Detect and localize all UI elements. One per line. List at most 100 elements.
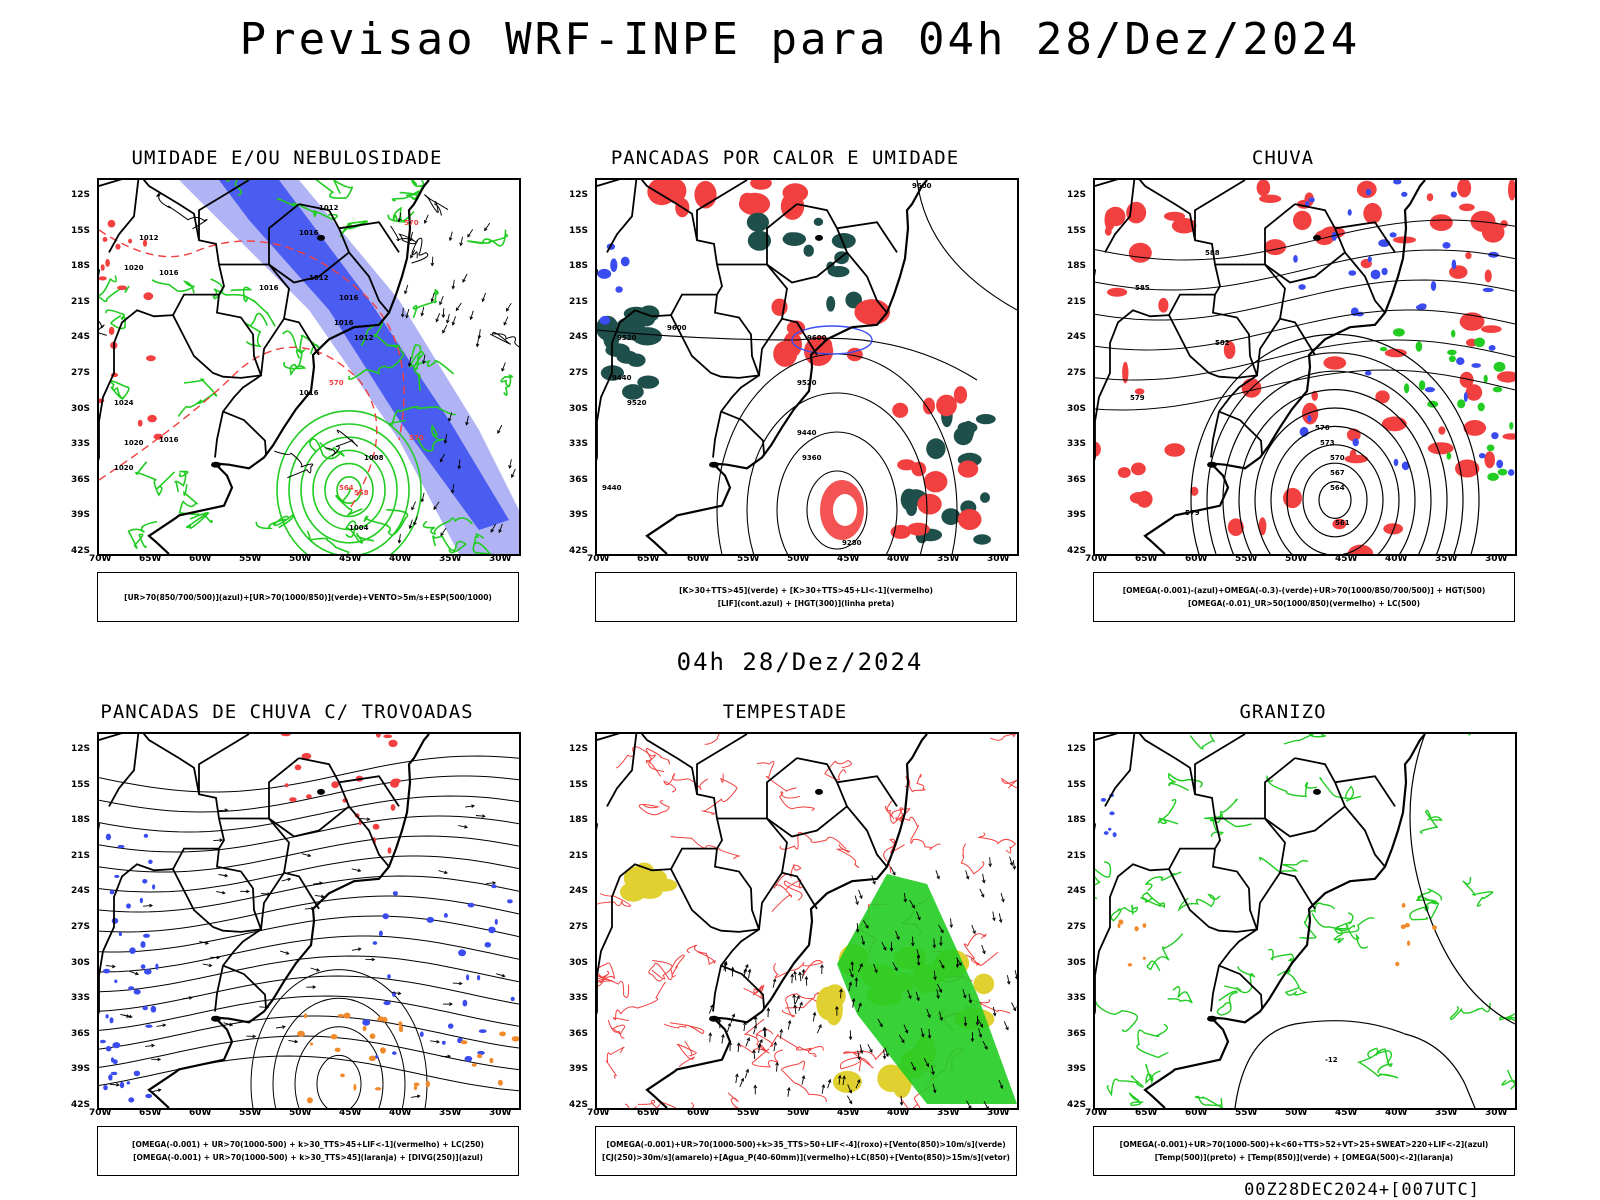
shaded-area bbox=[1442, 242, 1451, 249]
wind-vector-head bbox=[246, 889, 250, 894]
wind-vector bbox=[409, 231, 414, 241]
longitude-tick: 55W bbox=[239, 1108, 262, 1118]
contour-line bbox=[779, 791, 815, 811]
country-border bbox=[1095, 734, 1221, 850]
wind-vector bbox=[430, 1040, 440, 1043]
shaded-area bbox=[926, 438, 946, 460]
shaded-area bbox=[109, 1017, 114, 1024]
wind-vector bbox=[444, 434, 448, 444]
shaded-area bbox=[1323, 356, 1347, 370]
contour-label: 585 bbox=[1135, 284, 1150, 292]
temperature-line bbox=[1234, 1020, 1476, 1108]
wind-vector bbox=[979, 888, 985, 898]
contour-line bbox=[294, 1026, 384, 1108]
wind-vector-head bbox=[916, 997, 920, 1002]
wind-vector bbox=[511, 468, 516, 478]
shaded-area bbox=[99, 276, 107, 281]
wind-vector-head bbox=[450, 489, 455, 494]
wind-vector bbox=[448, 412, 453, 422]
contour-label: 1016 bbox=[339, 294, 359, 302]
longitude-tick: 70W bbox=[587, 1108, 610, 1118]
shaded-area bbox=[1393, 328, 1405, 337]
wind-vector-head bbox=[508, 465, 512, 470]
longitude-tick: 30W bbox=[987, 1108, 1010, 1118]
latitude-tick: 30S bbox=[71, 403, 91, 414]
wind-vector-head bbox=[420, 498, 425, 503]
wind-vector bbox=[313, 882, 323, 885]
wind-vector-head bbox=[904, 1029, 909, 1034]
wind-vector bbox=[935, 870, 940, 879]
contour-line bbox=[1167, 772, 1203, 792]
wind-vector bbox=[145, 1044, 155, 1047]
shaded-area bbox=[1482, 287, 1494, 293]
wind-vector-head bbox=[981, 879, 986, 884]
contour-line bbox=[664, 1022, 705, 1035]
wind-vector bbox=[857, 1050, 860, 1060]
wind-vector bbox=[938, 924, 944, 933]
shaded-area bbox=[1109, 811, 1115, 816]
shaded-area bbox=[102, 968, 111, 974]
contour-line bbox=[255, 513, 295, 530]
country-border bbox=[348, 251, 390, 314]
shaded-area bbox=[1103, 831, 1109, 835]
wind-vector bbox=[856, 922, 859, 933]
contour-line bbox=[751, 1043, 784, 1068]
wind-vector bbox=[802, 969, 805, 979]
shaded-area bbox=[1407, 940, 1411, 946]
latitude-tick: 30S bbox=[1067, 957, 1087, 968]
wind-vector-head bbox=[458, 981, 463, 986]
wind-vector-head bbox=[397, 991, 402, 996]
latitude-tick: 30S bbox=[1067, 403, 1087, 414]
latitude-tick: 39S bbox=[1067, 1064, 1087, 1075]
shaded-area bbox=[466, 974, 470, 981]
contour-line bbox=[288, 423, 410, 554]
shaded-area bbox=[1347, 209, 1352, 216]
wind-vector bbox=[458, 825, 468, 828]
shaded-area bbox=[1451, 259, 1457, 270]
shaded-area bbox=[1348, 270, 1357, 276]
contour-line bbox=[781, 987, 830, 1018]
shaded-area bbox=[962, 420, 975, 441]
shaded-area bbox=[773, 340, 798, 367]
shaded-area bbox=[1126, 201, 1147, 224]
wind-vector bbox=[753, 1050, 756, 1060]
longitude-tick: 30W bbox=[489, 554, 512, 564]
wind-vector bbox=[903, 892, 907, 902]
city-mark bbox=[211, 461, 221, 468]
wind-vector bbox=[801, 1075, 805, 1085]
shaded-area bbox=[1302, 402, 1319, 425]
shaded-area bbox=[1484, 269, 1492, 283]
wind-vector-head bbox=[1006, 980, 1011, 985]
longitude-tick: 70W bbox=[587, 554, 610, 564]
legend-line: [Temp(500)](preto) + [Temp(850)](verde) … bbox=[1154, 1153, 1454, 1162]
wind-vector-head bbox=[772, 978, 777, 983]
wind-vector bbox=[351, 868, 361, 872]
country-border bbox=[606, 734, 638, 807]
longitude-tick: 40W bbox=[1385, 554, 1408, 564]
wind-vector-head bbox=[451, 285, 456, 290]
wind-vector bbox=[998, 1079, 1003, 1089]
shaded-area bbox=[833, 494, 857, 526]
wind-vector bbox=[310, 967, 320, 972]
wind-vector bbox=[424, 214, 429, 224]
shaded-area bbox=[599, 315, 611, 325]
wind-vector bbox=[486, 882, 496, 884]
contour-line bbox=[835, 843, 860, 869]
wind-vector-head bbox=[436, 1039, 441, 1044]
contour-label: 1016 bbox=[299, 229, 319, 237]
contour-label: 9600 bbox=[807, 334, 827, 342]
wind-vector bbox=[923, 1058, 929, 1067]
wind-vector bbox=[409, 519, 413, 529]
forecast-map bbox=[97, 732, 521, 1110]
shaded-area bbox=[108, 326, 115, 335]
latitude-tick: 18S bbox=[569, 815, 589, 826]
wind-vector-head bbox=[357, 947, 362, 952]
wind-vector bbox=[852, 998, 855, 1008]
shaded-area bbox=[783, 232, 800, 244]
contour-line bbox=[1417, 888, 1443, 919]
contour-label: 9600 bbox=[912, 182, 932, 190]
wind-vector bbox=[110, 1083, 120, 1086]
wind-vector-head bbox=[407, 363, 412, 368]
contour-line bbox=[686, 944, 716, 966]
wind-vector bbox=[213, 839, 223, 842]
